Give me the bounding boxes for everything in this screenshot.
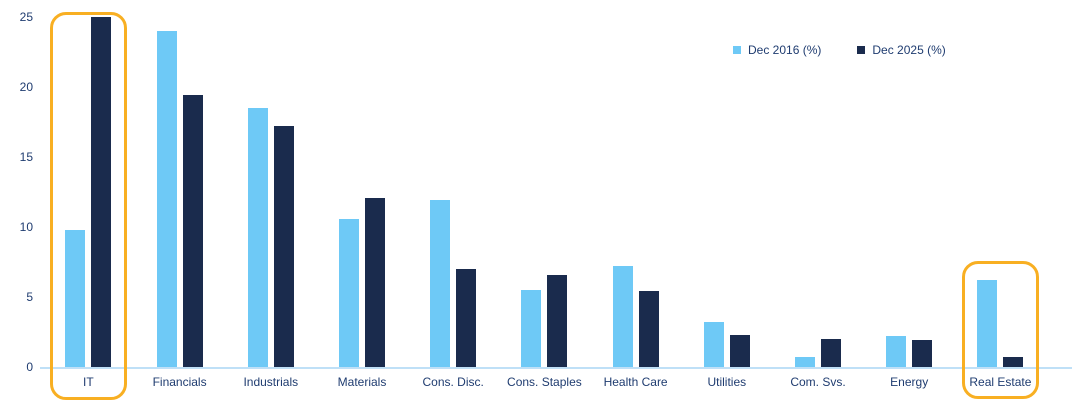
bar-materials-dec-2025	[365, 197, 385, 367]
legend-swatch-dec-2025-icon	[857, 46, 866, 54]
y-axis-tick-10: 10	[19, 220, 33, 234]
x-axis-label-cons-disc-: Cons. Disc.	[422, 375, 484, 389]
bar-health-care-dec-2016	[612, 266, 633, 367]
x-axis-label-utilities: Utilities	[707, 375, 747, 389]
y-axis-tick-0: 0	[26, 360, 33, 374]
highlight-box-real-estate	[961, 261, 1039, 399]
legend-swatch-dec-2016-icon	[733, 46, 741, 54]
y-axis-tick-15: 15	[19, 150, 33, 164]
bar-real-estate-dec-2025	[1003, 357, 1024, 367]
bar-cons-disc--dec-2016	[430, 200, 451, 367]
bar-financials-dec-2025	[182, 95, 203, 367]
x-axis-label-materials: Materials	[337, 375, 387, 389]
bar-com-svs--dec-2025	[821, 339, 841, 367]
bar-financials-dec-2016	[156, 31, 177, 367]
x-axis-label-financials: Financials	[152, 375, 207, 389]
x-axis-label-energy: Energy	[890, 375, 929, 389]
x-axis-label-it: IT	[83, 375, 94, 389]
legend-item-dec-2025: Dec 2025 (%)	[857, 43, 946, 57]
bar-utilities-dec-2025	[729, 334, 750, 367]
x-axis-label-real-estate: Real Estate	[969, 375, 1032, 389]
bar-industrials-dec-2025	[273, 126, 294, 367]
legend-label-dec-2025: Dec 2025 (%)	[872, 43, 946, 57]
bar-cons-staples-dec-2016	[521, 290, 542, 367]
y-axis-tick-5: 5	[26, 290, 33, 304]
x-axis-label-industrials: Industrials	[243, 375, 299, 389]
highlight-box-it	[49, 12, 127, 400]
bar-utilities-dec-2016	[703, 322, 724, 367]
bar-industrials-dec-2016	[247, 108, 268, 367]
bar-it-dec-2025	[91, 17, 112, 367]
x-axis-label-cons-staples: Cons. Staples	[507, 375, 582, 389]
chart-legend: Dec 2016 (%) Dec 2025 (%)	[733, 44, 946, 56]
bar-materials-dec-2016	[339, 218, 359, 367]
x-axis-baseline	[40, 367, 1072, 369]
bar-real-estate-dec-2016	[977, 280, 998, 367]
bar-energy-dec-2016	[886, 336, 907, 367]
bar-health-care-dec-2025	[638, 291, 659, 367]
legend-label-dec-2016: Dec 2016 (%)	[748, 43, 822, 57]
bar-cons-disc--dec-2025	[456, 269, 477, 367]
x-axis-label-com-svs-: Com. Svs.	[790, 375, 846, 389]
x-axis-label-health-care: Health Care	[603, 375, 668, 389]
bar-com-svs--dec-2016	[795, 357, 815, 367]
bar-it-dec-2016	[65, 229, 86, 367]
bar-cons-staples-dec-2025	[547, 274, 568, 367]
y-axis-tick-25: 25	[19, 10, 33, 24]
legend-item-dec-2016: Dec 2016 (%)	[733, 44, 821, 56]
y-axis-tick-20: 20	[19, 80, 33, 94]
bar-energy-dec-2025	[912, 340, 933, 367]
